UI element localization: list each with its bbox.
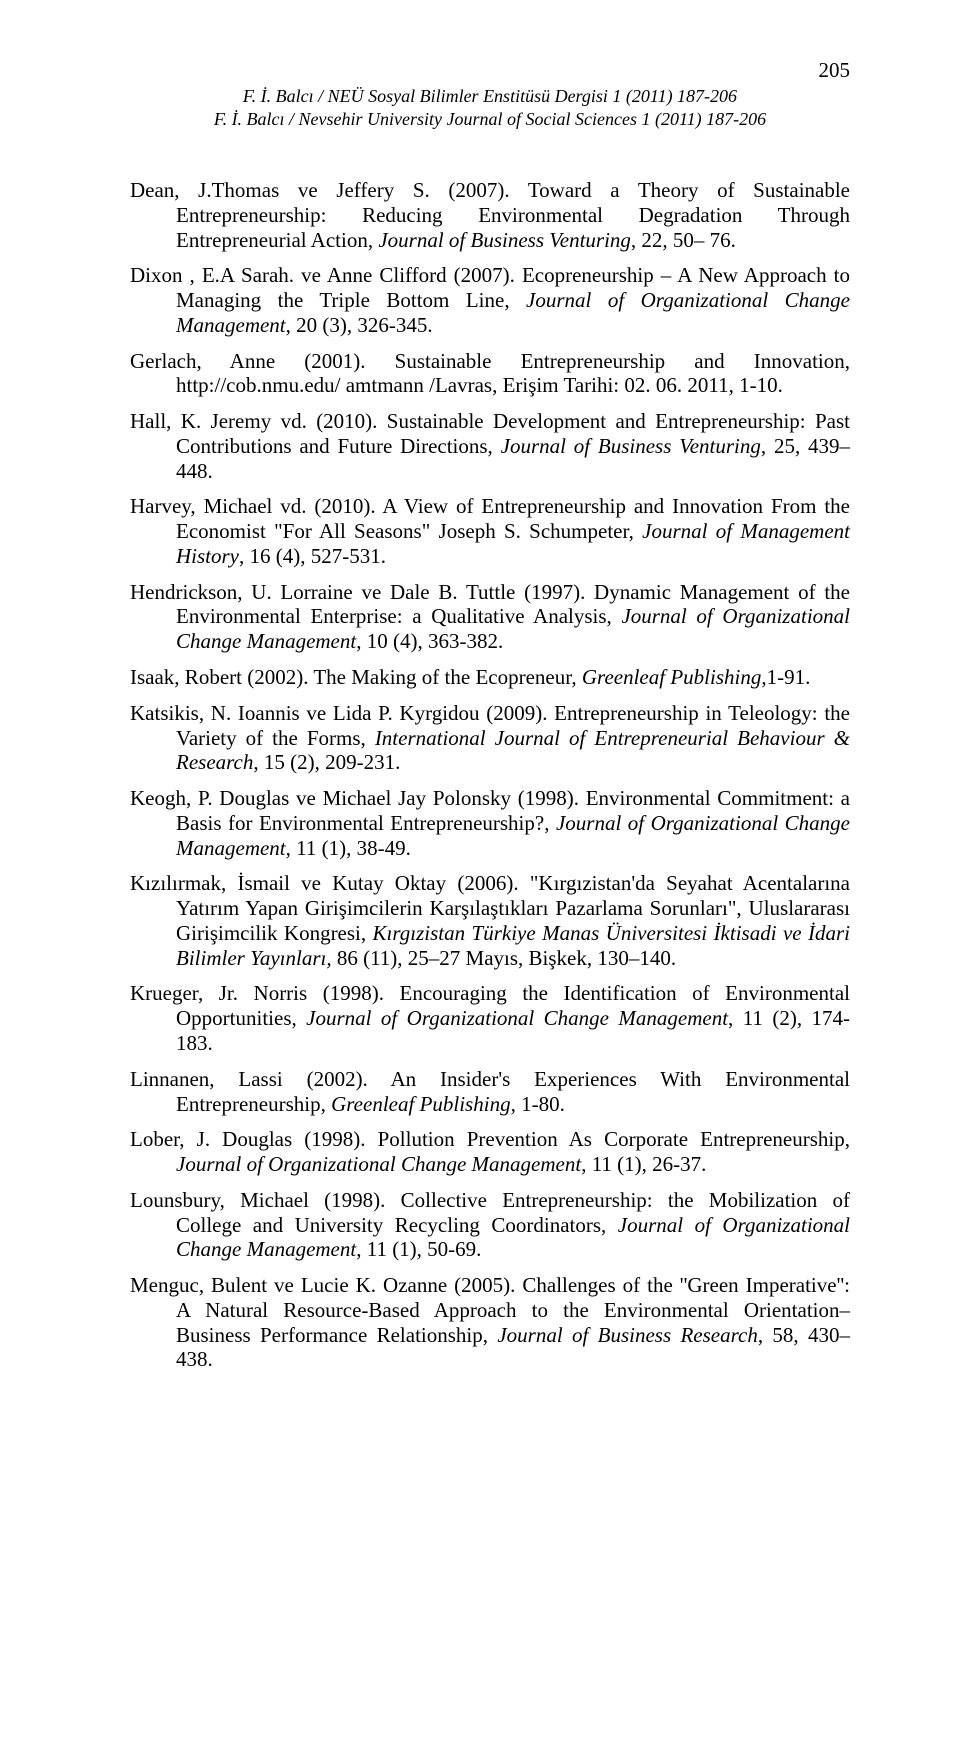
reference-text: Isaak, Robert (2002). The Making of the … [130, 665, 582, 689]
reference-entry: Menguc, Bulent ve Lucie K. Ozanne (2005)… [130, 1273, 850, 1372]
reference-text: , 15 (2), 209-231. [253, 750, 400, 774]
reference-journal: Greenleaf Publishing [331, 1092, 510, 1116]
reference-text: , 11 (1), 26-37. [581, 1152, 706, 1176]
running-header: F. İ. Balcı / NEÜ Sosyal Bilimler Enstit… [130, 85, 850, 130]
reference-entry: Linnanen, Lassi (2002). An Insider's Exp… [130, 1067, 850, 1117]
header-line-1: F. İ. Balcı / NEÜ Sosyal Bilimler Enstit… [130, 85, 850, 108]
header-line-2: F. İ. Balcı / Nevsehir University Journa… [130, 108, 850, 131]
reference-journal: Journal of Business Venturing [501, 434, 761, 458]
reference-entry: Harvey, Michael vd. (2010). A View of En… [130, 494, 850, 568]
reference-text: ,1-91. [761, 665, 810, 689]
reference-entry: Hendrickson, U. Lorraine ve Dale B. Tutt… [130, 580, 850, 654]
reference-text: , 16 (4), 527-531. [239, 544, 386, 568]
reference-journal: Journal of Organizational Change Managem… [306, 1006, 728, 1030]
reference-text: , 20 (3), 326-345. [286, 313, 433, 337]
reference-journal: Journal of Business Research [497, 1323, 758, 1347]
reference-text: , 11 (1), 50-69. [356, 1237, 481, 1261]
reference-entry: Isaak, Robert (2002). The Making of the … [130, 665, 850, 690]
reference-entry: Katsikis, N. Ioannis ve Lida P. Kyrgidou… [130, 701, 850, 775]
reference-entry: Lounsbury, Michael (1998). Collective En… [130, 1188, 850, 1262]
reference-entry: Kızılırmak, İsmail ve Kutay Oktay (2006)… [130, 871, 850, 970]
reference-text: , 11 (1), 38-49. [286, 836, 411, 860]
reference-text: , 22, 50– 76. [631, 228, 736, 252]
reference-text: Lober, J. Douglas (1998). Pollution Prev… [130, 1127, 850, 1151]
page-number: 205 [130, 58, 850, 83]
reference-entry: Gerlach, Anne (2001). Sustainable Entrep… [130, 349, 850, 399]
reference-journal: Greenleaf Publishing [582, 665, 761, 689]
reference-text: Gerlach, Anne (2001). Sustainable Entrep… [130, 349, 850, 398]
reference-journal: Journal of Organizational Change Managem… [176, 1152, 581, 1176]
reference-text: , 10 (4), 363-382. [356, 629, 503, 653]
reference-entry: Hall, K. Jeremy vd. (2010). Sustainable … [130, 409, 850, 483]
reference-entry: Krueger, Jr. Norris (1998). Encouraging … [130, 981, 850, 1055]
reference-entry: Lober, J. Douglas (1998). Pollution Prev… [130, 1127, 850, 1177]
references-list: Dean, J.Thomas ve Jeffery S. (2007). Tow… [130, 178, 850, 1372]
reference-text: 86 (11), 25–27 Mayıs, Bişkek, 130–140. [332, 946, 677, 970]
reference-entry: Dean, J.Thomas ve Jeffery S. (2007). Tow… [130, 178, 850, 252]
reference-entry: Dixon , E.A Sarah. ve Anne Clifford (200… [130, 263, 850, 337]
reference-entry: Keogh, P. Douglas ve Michael Jay Polonsk… [130, 786, 850, 860]
reference-text: , 1-80. [511, 1092, 565, 1116]
reference-journal: Journal of Business Venturing [378, 228, 631, 252]
